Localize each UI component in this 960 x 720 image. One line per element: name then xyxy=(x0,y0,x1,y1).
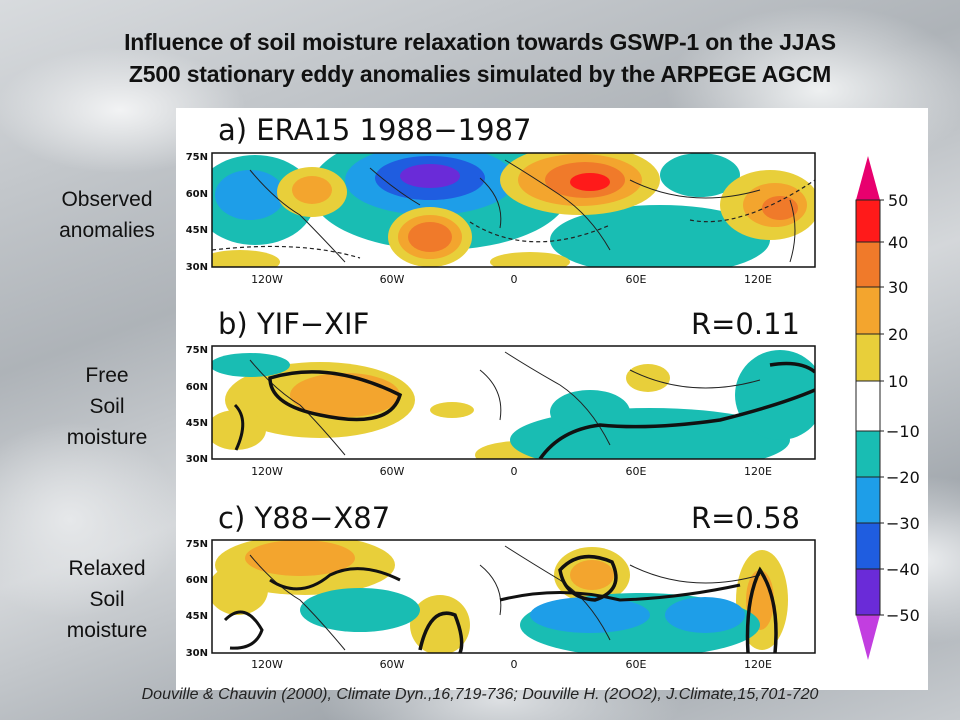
panel-c-title: c) Y88−X87 xyxy=(218,501,390,535)
lat-label: 30N xyxy=(186,262,208,273)
lon-label: 60E xyxy=(626,465,647,478)
colorbar-label: −50 xyxy=(886,606,920,625)
colorbar-bin xyxy=(856,334,880,381)
lat-label: 75N xyxy=(186,539,208,550)
colorbar-label: 30 xyxy=(888,278,908,297)
lat-label: 45N xyxy=(186,418,208,429)
lon-label: 0 xyxy=(511,658,518,671)
colorbar-label: −20 xyxy=(886,468,920,487)
colorbar-bin xyxy=(856,200,880,242)
lat-label: 45N xyxy=(186,225,208,236)
panel-a-title: a) ERA15 1988−1987 xyxy=(218,113,531,147)
citation-footer: Douville & Chauvin (2000), Climate Dyn.,… xyxy=(141,686,819,703)
lat-label: 75N xyxy=(186,345,208,356)
colorbar-bin xyxy=(856,523,880,569)
lon-label: 120E xyxy=(744,658,772,671)
lat-label: 60N xyxy=(186,189,208,200)
lat-label: 75N xyxy=(186,152,208,163)
side-label-line: anomalies xyxy=(59,219,155,242)
panel-a: a) ERA15 1988−1987 xyxy=(186,113,816,286)
side-label-line: moisture xyxy=(66,426,148,449)
lat-label: 45N xyxy=(186,611,208,622)
colorbar-bottom-arrow xyxy=(856,615,880,660)
lon-label: 60W xyxy=(380,465,405,478)
panel-c-correlation: R=0.58 xyxy=(691,501,800,535)
lon-label: 120E xyxy=(744,273,772,286)
side-label-free: Free Soil moisture xyxy=(32,360,182,453)
panel-c: c) Y88−X87 R=0.58 75N 60N 45N xyxy=(186,501,816,671)
lon-label: 60W xyxy=(380,658,405,671)
panel-b-map xyxy=(212,346,815,459)
colorbar-label: −30 xyxy=(886,514,920,533)
lon-label: 120W xyxy=(251,273,283,286)
lon-label: 120E xyxy=(744,465,772,478)
side-label-line: Observed xyxy=(61,188,153,211)
panel-a-map xyxy=(212,153,815,267)
lon-label: 60W xyxy=(380,273,405,286)
colorbar: 50 40 30 20 10 −10 −20 −30 −40 −50 xyxy=(855,156,920,660)
lon-label: 60E xyxy=(626,658,647,671)
colorbar-label: 50 xyxy=(888,191,908,210)
title-line-2: Z500 stationary eddy anomalies simulated… xyxy=(128,61,832,87)
slide-title: Influence of soil moisture relaxation to… xyxy=(0,26,960,90)
lon-label: 0 xyxy=(511,465,518,478)
colorbar-label: 10 xyxy=(888,372,908,391)
side-label-line: Soil xyxy=(89,395,125,418)
colorbar-top-arrow xyxy=(856,156,880,200)
colorbar-label: −10 xyxy=(886,422,920,441)
side-label-observed: Observed anomalies xyxy=(32,184,182,246)
lon-label: 60E xyxy=(626,273,647,286)
side-label-line: Relaxed xyxy=(68,557,146,580)
colorbar-bin xyxy=(856,569,880,615)
panel-b-correlation: R=0.11 xyxy=(691,307,800,341)
lon-label: 0 xyxy=(511,273,518,286)
panel-c-frame xyxy=(211,539,816,654)
colorbar-bin xyxy=(856,242,880,287)
lon-label: 120W xyxy=(251,658,283,671)
panel-b: b) YIF−XIF R=0.11 75N 60N 45N 30N 120W 6… xyxy=(186,307,816,478)
side-label-line: Soil xyxy=(89,588,125,611)
colorbar-bin xyxy=(856,381,880,431)
panel-c-map xyxy=(212,540,815,653)
lat-label: 60N xyxy=(186,382,208,393)
colorbar-label: 40 xyxy=(888,233,908,252)
title-line-1: Influence of soil moisture relaxation to… xyxy=(124,29,836,55)
colorbar-label: 20 xyxy=(888,325,908,344)
side-label-line: Free xyxy=(85,364,129,387)
side-label-line: moisture xyxy=(66,619,148,642)
lat-label: 60N xyxy=(186,575,208,586)
side-label-relaxed: Relaxed Soil moisture xyxy=(32,553,182,646)
panel-b-title: b) YIF−XIF xyxy=(218,307,369,341)
lon-label: 120W xyxy=(251,465,283,478)
colorbar-bin xyxy=(856,287,880,334)
colorbar-bin xyxy=(856,431,880,477)
lat-label: 30N xyxy=(186,454,208,465)
panel-a-frame xyxy=(211,152,816,268)
colorbar-bin xyxy=(856,477,880,523)
lat-label: 30N xyxy=(186,648,208,659)
panel-b-frame xyxy=(211,345,816,460)
colorbar-label: −40 xyxy=(886,560,920,579)
